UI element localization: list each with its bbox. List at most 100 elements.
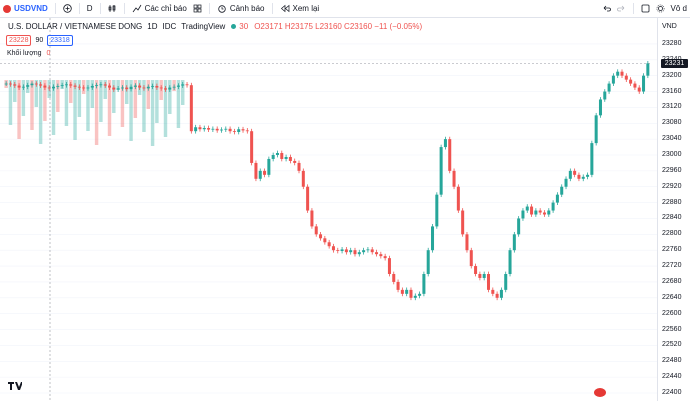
right-label[interactable]: Vô d <box>668 0 690 17</box>
candle-body <box>551 202 555 211</box>
candle-body <box>116 88 120 90</box>
replay-button[interactable]: Xem lại <box>277 0 323 17</box>
volume-bar <box>168 80 172 114</box>
price-series <box>4 60 650 301</box>
candle-body <box>586 174 590 177</box>
candle-body <box>379 254 383 257</box>
candle-body <box>581 176 585 179</box>
candle-body <box>232 131 236 132</box>
grid-icon <box>193 4 202 13</box>
volume-bar <box>163 80 168 137</box>
candle-body <box>293 160 297 163</box>
price-tick-label: 22920 <box>662 182 682 190</box>
layouts-button[interactable] <box>190 0 205 17</box>
bid-price[interactable]: 23228 <box>6 35 32 46</box>
candle-body <box>344 249 348 253</box>
candle-body <box>155 85 159 88</box>
candle-body <box>275 153 279 155</box>
candle-body <box>39 84 43 86</box>
candle-body <box>370 249 374 253</box>
right-label-text: Vô d <box>670 4 687 13</box>
volume-bar <box>94 80 99 145</box>
candle-body <box>26 85 30 87</box>
candle-body <box>525 206 529 211</box>
volume-bar <box>103 80 107 99</box>
candle-body <box>301 170 305 187</box>
candle-body <box>60 85 64 86</box>
candle-body <box>64 84 68 86</box>
candle-body <box>56 85 60 87</box>
candle-body <box>112 87 116 90</box>
candle-body <box>103 84 107 86</box>
candle-body <box>409 289 413 298</box>
price-axis[interactable]: 2328023240232002316023120230802304023000… <box>657 18 690 401</box>
candle-body <box>323 238 327 243</box>
indicators-button[interactable]: Các chỉ báo <box>129 0 190 17</box>
candle-body <box>86 87 90 89</box>
flag-icon[interactable] <box>594 388 606 397</box>
replay-label: Xem lại <box>292 4 320 13</box>
fullscreen-button[interactable] <box>638 0 653 17</box>
compare-button[interactable] <box>60 0 75 17</box>
candle-body <box>400 289 404 294</box>
candle-body <box>138 85 142 88</box>
candle-body <box>547 210 551 215</box>
alarm-icon <box>218 5 226 13</box>
candle-body <box>573 170 577 175</box>
price-tick-label: 23000 <box>662 151 682 158</box>
alert-button[interactable]: Cảnh báo <box>214 0 268 17</box>
candle-body <box>90 85 94 88</box>
interval-button[interactable]: D <box>84 0 96 17</box>
price-tick-label: 22560 <box>662 325 682 333</box>
divider <box>271 3 273 14</box>
undo-button[interactable] <box>599 0 614 17</box>
volume-bar <box>77 80 82 117</box>
divider <box>54 3 56 14</box>
price-tick-label: 23040 <box>662 135 682 143</box>
candle-body <box>646 63 650 76</box>
symbol-search[interactable]: USDVND <box>0 0 51 17</box>
redo-button[interactable] <box>614 0 629 17</box>
candle-body <box>362 250 366 253</box>
candle-body <box>224 128 228 130</box>
candle-body <box>538 210 542 213</box>
candle-body <box>637 87 641 92</box>
volume-bar <box>181 80 185 105</box>
candle-body <box>189 85 193 132</box>
grid-lines <box>0 43 658 394</box>
alert-label: Cảnh báo <box>229 4 265 13</box>
candles-icon <box>108 5 115 12</box>
candle-body <box>258 170 262 179</box>
settings-button[interactable] <box>653 0 668 17</box>
candle-body <box>542 212 546 215</box>
price-tick-label: 22800 <box>662 230 682 238</box>
tradingview-logo[interactable] <box>8 382 23 393</box>
candle-body <box>353 250 357 255</box>
ask-price[interactable]: 23318 <box>47 35 73 46</box>
candle-body <box>456 186 460 211</box>
plus-circle-icon <box>63 4 72 13</box>
candle-body <box>439 147 443 195</box>
candle-body <box>215 128 219 131</box>
candle-body <box>443 139 447 148</box>
candle-body <box>642 75 646 92</box>
chart-type-button[interactable] <box>105 0 120 17</box>
candle-body <box>267 158 271 175</box>
divider <box>99 3 101 14</box>
candle-body <box>228 128 232 132</box>
volume-bar <box>17 80 21 139</box>
legend-counter: 30 <box>239 22 249 31</box>
candle-body <box>349 250 353 253</box>
price-chart[interactable] <box>0 18 690 401</box>
rewind-icon <box>280 4 289 13</box>
candle-body <box>297 162 301 171</box>
candle-body <box>172 86 176 88</box>
candle-body <box>125 87 129 90</box>
candle-body <box>4 83 8 85</box>
legend-provider: TradingView <box>181 22 226 31</box>
candle-body <box>185 84 189 86</box>
volume-bar <box>120 80 125 127</box>
candle-body <box>568 170 572 179</box>
candle-body <box>422 274 426 294</box>
candle-body <box>435 194 439 227</box>
